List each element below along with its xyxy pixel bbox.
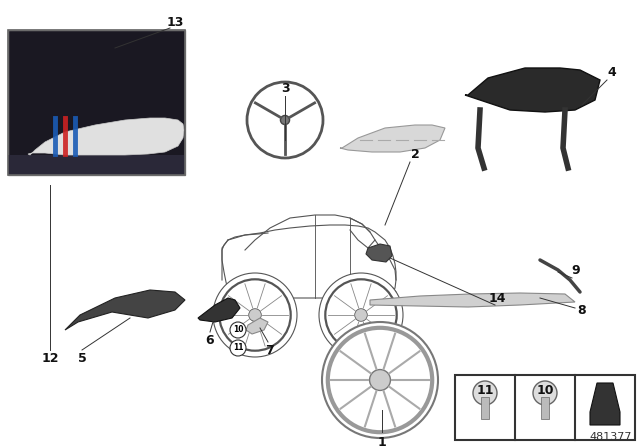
Text: 11: 11	[233, 344, 243, 353]
Text: 14: 14	[488, 292, 506, 305]
Text: 11: 11	[476, 383, 493, 396]
Circle shape	[369, 370, 390, 391]
Polygon shape	[366, 244, 392, 262]
Circle shape	[473, 381, 497, 405]
Text: 481377: 481377	[589, 432, 632, 442]
Bar	[541, 397, 549, 419]
Circle shape	[220, 279, 291, 351]
Text: 4: 4	[607, 65, 616, 78]
Text: 12: 12	[41, 352, 59, 365]
Text: 6: 6	[205, 333, 214, 346]
Polygon shape	[198, 298, 240, 322]
Polygon shape	[28, 118, 184, 155]
Polygon shape	[590, 383, 620, 425]
Circle shape	[280, 116, 289, 125]
Circle shape	[213, 273, 297, 357]
Bar	[8, 155, 185, 175]
Bar	[455, 375, 635, 440]
Polygon shape	[370, 293, 575, 307]
Text: 3: 3	[281, 82, 289, 95]
Text: 13: 13	[166, 16, 184, 29]
Circle shape	[355, 309, 367, 321]
Bar	[8, 30, 185, 175]
Bar	[8, 30, 185, 175]
Text: 1: 1	[378, 435, 387, 448]
Text: 8: 8	[578, 303, 586, 316]
Polygon shape	[340, 125, 445, 152]
Text: 7: 7	[266, 344, 275, 357]
Circle shape	[533, 381, 557, 405]
Polygon shape	[465, 68, 600, 112]
Text: 10: 10	[233, 326, 243, 335]
Circle shape	[325, 279, 397, 351]
Circle shape	[322, 322, 438, 438]
Circle shape	[247, 82, 323, 158]
Polygon shape	[246, 318, 268, 334]
Circle shape	[328, 328, 432, 432]
Circle shape	[230, 322, 246, 338]
Text: 9: 9	[572, 263, 580, 276]
Bar	[481, 397, 489, 419]
Polygon shape	[65, 290, 185, 330]
Text: 10: 10	[536, 383, 554, 396]
Text: 2: 2	[411, 148, 419, 161]
Circle shape	[249, 309, 261, 321]
Circle shape	[319, 273, 403, 357]
Text: 5: 5	[77, 352, 86, 365]
Circle shape	[230, 340, 246, 356]
